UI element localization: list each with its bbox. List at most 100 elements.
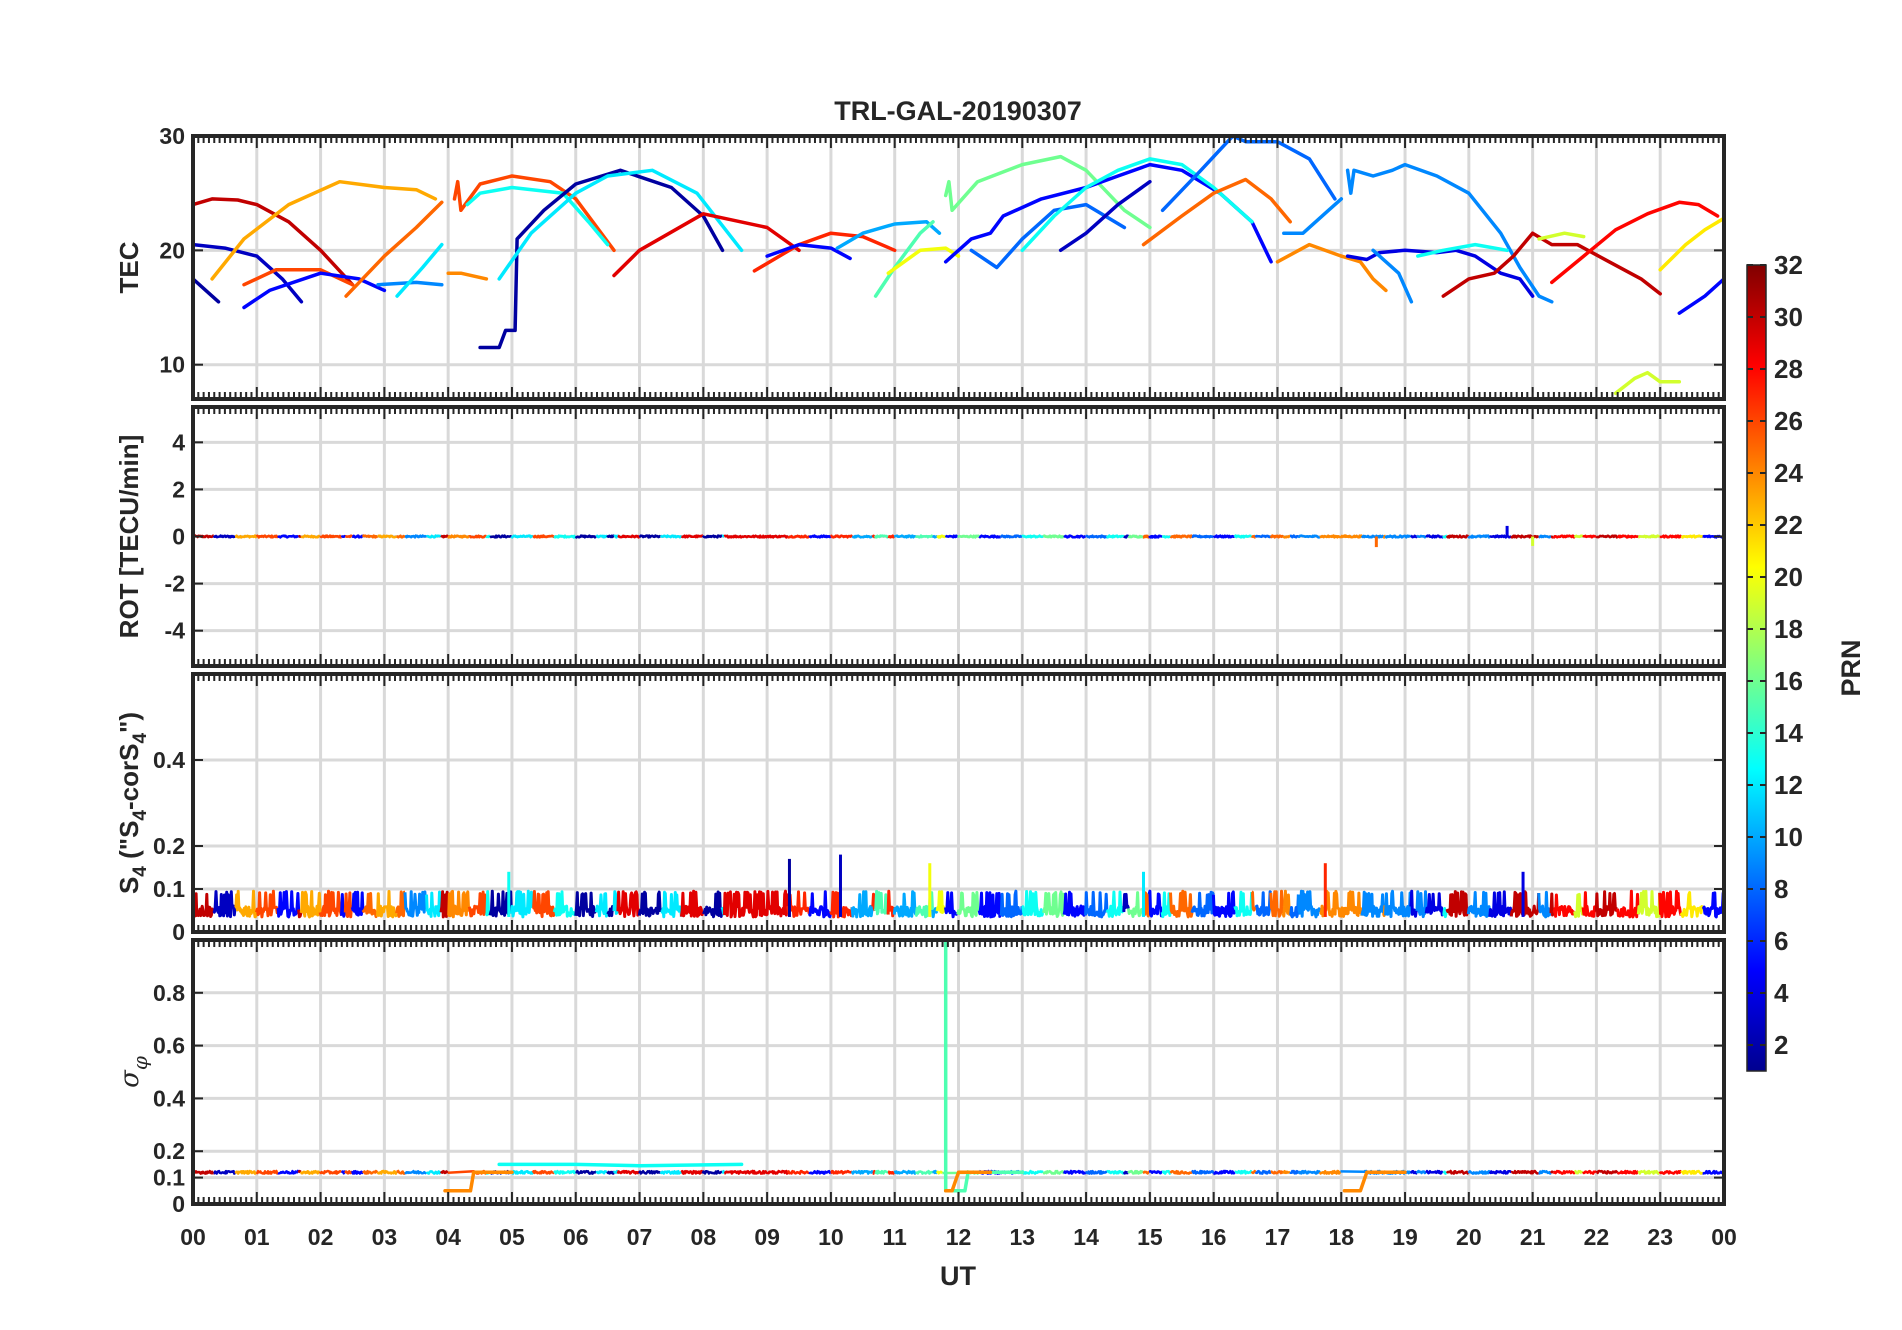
y-tick-label: 0.1 <box>153 876 185 902</box>
sigma-trace-prn-30 <box>439 1169 449 1175</box>
rot-trace-prn-30 <box>1445 534 1470 539</box>
s4-trace-prn-24 <box>1281 889 1292 918</box>
y-tick-label: 0.2 <box>153 833 185 859</box>
rot-trace-prn-5 <box>351 534 364 539</box>
sigma-trace-prn-8 <box>1289 1169 1300 1175</box>
x-tick-label: 18 <box>1328 1224 1354 1250</box>
x-tick-label: 00 <box>1711 1224 1737 1250</box>
rot-trace-prn-5 <box>277 534 300 539</box>
rot-trace-prn-9 <box>1467 534 1491 539</box>
rot-trace-prn-27 <box>830 534 854 539</box>
rot-trace-prn-13 <box>1442 534 1448 539</box>
sigma-trace-prn-15 <box>874 1169 890 1175</box>
sigma-trace-prn-4 <box>1409 1169 1418 1175</box>
sigma-trace-prn-16 <box>1127 1169 1145 1175</box>
sigma-trace-prn-8 <box>1254 1169 1272 1175</box>
sigma-trace-prn-26 <box>344 1170 354 1175</box>
sigma-trace-prn-25 <box>362 1169 379 1175</box>
s4-trace-prn-24 <box>1319 889 1364 918</box>
x-tick-label: 08 <box>691 1224 717 1250</box>
rot-trace-prn-25 <box>396 534 406 539</box>
rot-trace-prn-12 <box>595 534 609 539</box>
rot-trace-prn-2 <box>574 534 597 539</box>
s4-trace-prn-9 <box>1384 889 1413 919</box>
s4-data <box>193 854 1724 919</box>
rot-trace-prn-24 <box>1282 534 1291 539</box>
sigma-trace-prn-5 <box>351 1169 365 1175</box>
colorbar-tick-label: 22 <box>1774 510 1803 540</box>
colorbar-tick-label: 14 <box>1774 718 1803 748</box>
s4-trace-prn-26 <box>343 891 354 919</box>
tec-series-prn-28 <box>1550 200 1720 285</box>
s4-trace-prn-4 <box>1409 889 1418 918</box>
colorbar-tick-label: 24 <box>1774 458 1803 488</box>
s4-trace-prn-12 <box>660 890 683 919</box>
rot-trace-prn-23 <box>300 534 321 539</box>
rot-trace-prn-16 <box>1042 534 1066 539</box>
s4-trace-prn-28 <box>1616 889 1640 919</box>
sigma-trace-prn-13 <box>1020 1169 1044 1175</box>
sigma-trace-prn-10 <box>893 1169 917 1175</box>
y-tick-label: 2 <box>172 476 185 502</box>
s4-trace-prn-4 <box>1488 890 1513 918</box>
s4-y-tick-labels: 0 0.1 0.2 0.4 <box>153 747 185 945</box>
tec-series-prn-5 <box>242 271 387 310</box>
sigma-trace-prn-26 <box>256 1169 279 1175</box>
tec-series-prn-25 <box>344 200 444 298</box>
rot-trace-prn-21 <box>1680 534 1704 539</box>
rot-trace-prn-19 <box>1637 534 1661 539</box>
y-tick-label: 0.4 <box>153 747 185 773</box>
sigma-trace-prn-9 <box>1467 1169 1491 1175</box>
rot-trace-prn-15 <box>915 534 934 539</box>
colorbar-tick-label: 28 <box>1774 354 1803 384</box>
colorbar-tick-label: 8 <box>1774 874 1788 904</box>
sigma-trace-prn-30 <box>1510 1169 1540 1175</box>
sigma-vertical-grid <box>255 940 1662 1204</box>
sigma-trace-prn-28 <box>1658 1169 1683 1175</box>
s4-trace-prn-26 <box>467 890 488 918</box>
tec-series-prn-24 <box>446 271 489 281</box>
rot-trace-prn-30 <box>440 534 449 539</box>
s4-trace-prn-9 <box>403 890 428 918</box>
rot-trace-prn-5 <box>1148 534 1163 539</box>
sigma-trace-prn-24 <box>1318 1169 1342 1175</box>
s4-trace-prn-5 <box>977 891 1003 919</box>
rot-y-axis-label: ROT [TECU/min] <box>114 435 144 639</box>
sigma-trace-prn-25 <box>1270 1170 1285 1175</box>
s4-trace-prn-28 <box>1581 891 1597 918</box>
rot-trace-prn-9 <box>1360 534 1385 539</box>
s4-trace-prn-27 <box>886 889 896 918</box>
sigma-trace-prn-30 <box>297 1169 302 1174</box>
colorbar-tick-label: 2 <box>1774 1030 1788 1060</box>
rot-trace-prn-8 <box>1191 534 1215 539</box>
rot-trace-prn-13 <box>1105 534 1125 539</box>
tec-series-prn-25 <box>1141 177 1292 247</box>
tec-series-prn-24 <box>1275 242 1344 264</box>
rot-trace-prn-12 <box>721 534 725 538</box>
y-tick-label: 0 <box>172 524 185 550</box>
sigma-trace-prn-12 <box>721 1169 726 1174</box>
y-tick-label: -4 <box>165 618 186 644</box>
rot-trace-prn-13 <box>1161 535 1172 539</box>
rot-trace-prn-12 <box>613 534 619 539</box>
rot-trace-prn-25 <box>1250 534 1256 539</box>
tec-series-prn-20 <box>886 246 961 275</box>
s4-trace-prn-5 <box>1211 890 1237 918</box>
sigma-tick-marks <box>192 940 1725 1205</box>
colorbar-tick-label: 30 <box>1774 302 1803 332</box>
s4-trace-prn-21 <box>1679 891 1705 919</box>
sigma-trace-prn-28 <box>1552 1169 1576 1175</box>
tec-series-prn-2 <box>193 277 221 304</box>
rot-trace-prn-26 <box>532 534 556 539</box>
sigma-trace-prn-20 <box>935 1170 944 1175</box>
s4-trace-prn-3 <box>1122 892 1130 913</box>
tec-series-prn-27 <box>752 231 897 273</box>
tec-series-prn-13 <box>465 185 610 247</box>
rot-trace-prn-4 <box>1410 534 1419 539</box>
sigma-trace-prn-4 <box>1488 1169 1513 1175</box>
s4-trace-prn-16 <box>1042 890 1066 918</box>
s4-trace-prn-13 <box>1160 891 1172 919</box>
rot-trace-prn-5 <box>1212 534 1236 539</box>
sigma-trace-prn-8 <box>1085 1169 1108 1175</box>
s4-trace-prn-25 <box>1251 890 1257 912</box>
